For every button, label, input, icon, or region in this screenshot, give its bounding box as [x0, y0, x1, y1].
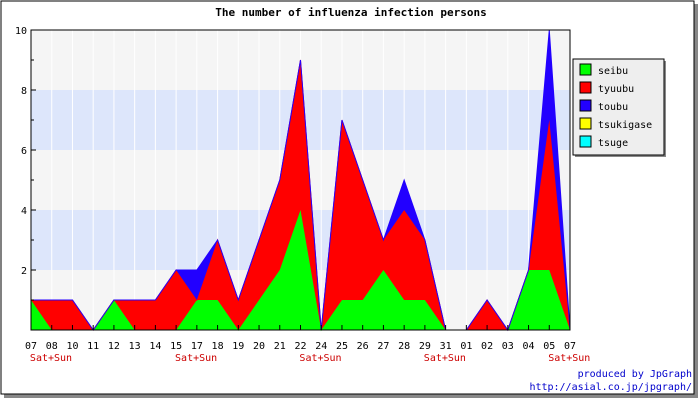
chart-title: The number of influenza infection person… [215, 6, 487, 19]
legend-label-toubu: toubu [598, 102, 628, 113]
y-tick-labels: 2 4 6 8 10 [15, 26, 27, 277]
series-area-tyuubu [31, 60, 570, 330]
x-tick-label: 29 [419, 341, 431, 352]
x-tick-label: 12 [108, 341, 120, 352]
x-tick-label: 19 [232, 341, 244, 352]
x-tick-label: 22 [294, 341, 306, 352]
x-tick-label: 24 [315, 341, 327, 352]
x-weekend-label: Sat+Sun [299, 353, 341, 364]
x-tick-label: 26 [357, 341, 369, 352]
series-line-toubu [31, 29, 571, 332]
x-tick-label: 18 [212, 341, 224, 352]
x-tick-label: 04 [523, 341, 535, 352]
x-tick-label: 10 [66, 341, 78, 352]
chart-axes [30, 29, 571, 331]
x-tick-label: 01 [460, 341, 472, 352]
legend-label-tsukigase: tsukigase [598, 120, 652, 131]
legend: seibu tyuubu toubu tsukigase tsuge [572, 58, 666, 157]
y-tick-label: 4 [21, 206, 27, 217]
x-tick-label: 07 [564, 341, 576, 352]
legend-swatch-tsuge [579, 135, 592, 148]
y-tick-label: 6 [21, 146, 27, 157]
x-weekend-label: Sat+Sun [175, 353, 217, 364]
x-weekend-label: Sat+Sun [424, 353, 466, 364]
legend-label-tyuubu: tyuubu [598, 84, 634, 95]
x-tick-label: 05 [543, 341, 555, 352]
x-tick-label: 13 [129, 341, 141, 352]
series-area-seibu [31, 210, 570, 330]
x-tick-label: 17 [191, 341, 203, 352]
legend-swatch-seibu [579, 63, 592, 76]
x-tick-label: 25 [336, 341, 348, 352]
legend-swatch-tsukigase [579, 117, 592, 130]
x-tick-label: 02 [481, 341, 493, 352]
legend-swatch-toubu [579, 99, 592, 112]
x-tick-label: 11 [87, 341, 99, 352]
y-tick-label: 2 [21, 266, 27, 277]
x-tick-label: 08 [46, 341, 58, 352]
x-tick-label: 15 [170, 341, 182, 352]
x-tick-label: 14 [149, 341, 161, 352]
x-tick-label: 03 [502, 341, 514, 352]
x-tick-label: 20 [253, 341, 265, 352]
x-tick-label: 31 [440, 341, 452, 352]
x-tick-label: 07 [25, 341, 37, 352]
x-weekend-label: Sat+Sun [30, 353, 72, 364]
credit-text: produced by JpGraph [578, 369, 692, 380]
y-tick-label: 10 [15, 26, 27, 37]
x-weekend-label: Sat+Sun [548, 353, 590, 364]
legend-label-seibu: seibu [598, 66, 628, 77]
x-tick-label: 21 [274, 341, 286, 352]
legend-swatch-tyuubu [579, 81, 592, 94]
y-tick-label: 8 [21, 86, 27, 97]
x-tick-label: 27 [377, 341, 389, 352]
credit-url-link[interactable]: http://asial.co.jp/jpgraph/ [529, 382, 692, 393]
x-tick-label: 28 [398, 341, 410, 352]
legend-label-tsuge: tsuge [598, 138, 628, 149]
